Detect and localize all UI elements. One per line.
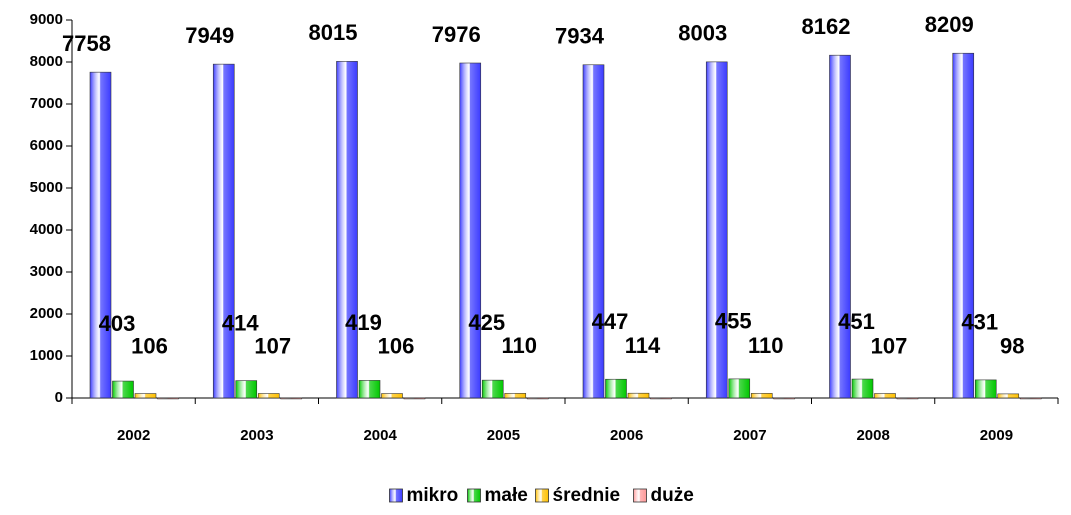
- data-label: 114: [625, 333, 661, 358]
- bar: [627, 392, 650, 399]
- data-label: 431: [961, 310, 998, 335]
- bar: [874, 393, 896, 399]
- data-label: 419: [345, 310, 382, 335]
- data-label: 414: [222, 310, 259, 335]
- legend-swatch: [389, 488, 403, 503]
- bar: [212, 63, 235, 399]
- bar: [134, 393, 157, 399]
- bar: [280, 397, 303, 400]
- legend-label: duże: [651, 485, 694, 506]
- data-label: 7758: [62, 31, 111, 56]
- data-label: 107: [254, 333, 291, 358]
- y-tick-label: 5000: [30, 179, 63, 196]
- bar: [650, 397, 672, 400]
- data-label: 8015: [309, 20, 358, 45]
- data-label: 403: [99, 311, 136, 336]
- legend-label: małe: [485, 485, 528, 506]
- x-tick-label: 2003: [240, 427, 273, 444]
- y-tick-label: 3000: [30, 263, 63, 280]
- legend-label: mikro: [407, 485, 459, 506]
- data-label: 8003: [678, 21, 727, 46]
- bar: [974, 379, 997, 399]
- bar: [481, 379, 504, 399]
- data-label: 110: [748, 333, 784, 358]
- data-label: 8209: [925, 12, 974, 37]
- x-tick-label: 2009: [980, 427, 1013, 444]
- data-label: 7976: [432, 22, 481, 47]
- bar: [851, 378, 874, 399]
- data-label: 106: [378, 333, 415, 358]
- data-label: 447: [592, 309, 629, 334]
- bar: [1019, 397, 1042, 400]
- bar: [157, 397, 179, 400]
- bar: [235, 380, 258, 399]
- bar: [504, 393, 527, 399]
- y-tick-label: 6000: [30, 137, 63, 154]
- bar: [582, 64, 605, 399]
- x-tick-label: 2002: [117, 427, 150, 444]
- bar: [728, 378, 751, 399]
- bar: [829, 54, 851, 399]
- data-label: 110: [502, 333, 538, 358]
- bar: [336, 61, 358, 399]
- bar: [997, 393, 1020, 399]
- y-tick-label: 0: [55, 389, 63, 406]
- bar: [112, 380, 134, 399]
- bar: [750, 393, 773, 399]
- x-tick-label: 2007: [733, 427, 766, 444]
- bar: [952, 52, 975, 399]
- x-tick-label: 2006: [610, 427, 643, 444]
- data-label: 107: [871, 333, 908, 358]
- x-tick-label: 2005: [487, 427, 520, 444]
- y-tick-label: 4000: [30, 221, 63, 238]
- legend-swatch: [535, 488, 549, 503]
- bar: [381, 393, 403, 399]
- data-label: 98: [1000, 334, 1024, 359]
- data-label: 451: [838, 309, 875, 334]
- bar: [773, 397, 796, 400]
- data-label: 7949: [185, 23, 234, 48]
- bar: [403, 397, 426, 400]
- bar: [526, 397, 549, 400]
- legend-swatch: [467, 488, 481, 503]
- y-tick-label: 1000: [30, 347, 63, 364]
- bar: [459, 62, 482, 399]
- bar: [705, 61, 728, 399]
- y-tick-label: 7000: [30, 95, 63, 112]
- bar: [89, 71, 112, 399]
- y-tick-label: 2000: [30, 305, 63, 322]
- data-label: 8162: [802, 14, 851, 39]
- legend-swatch: [633, 488, 647, 503]
- x-tick-label: 2008: [856, 427, 889, 444]
- data-label: 455: [715, 309, 752, 334]
- bar: [896, 397, 919, 400]
- bar: [257, 393, 280, 399]
- data-label: 425: [468, 310, 505, 335]
- x-tick-label: 2004: [363, 427, 397, 444]
- bar: [358, 380, 381, 399]
- legend-label: średnie: [553, 485, 621, 506]
- data-label: 7934: [555, 24, 605, 49]
- data-label: 106: [131, 333, 168, 358]
- y-tick-label: 9000: [30, 11, 63, 28]
- y-tick-label: 8000: [30, 53, 63, 70]
- bar: [605, 378, 627, 399]
